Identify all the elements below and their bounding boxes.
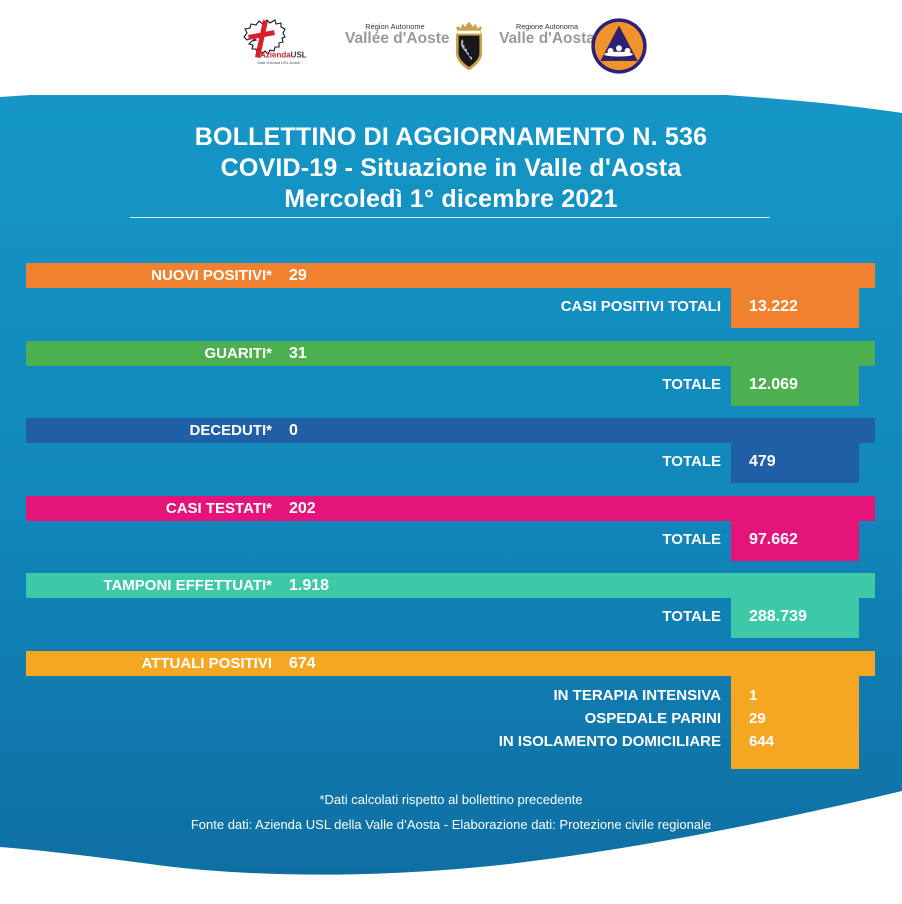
svg-text:Valle d'Aosta USL Aoste: Valle d'Aosta USL Aoste <box>257 60 301 65</box>
svg-text:AziendaUSL: AziendaUSL <box>260 51 307 60</box>
